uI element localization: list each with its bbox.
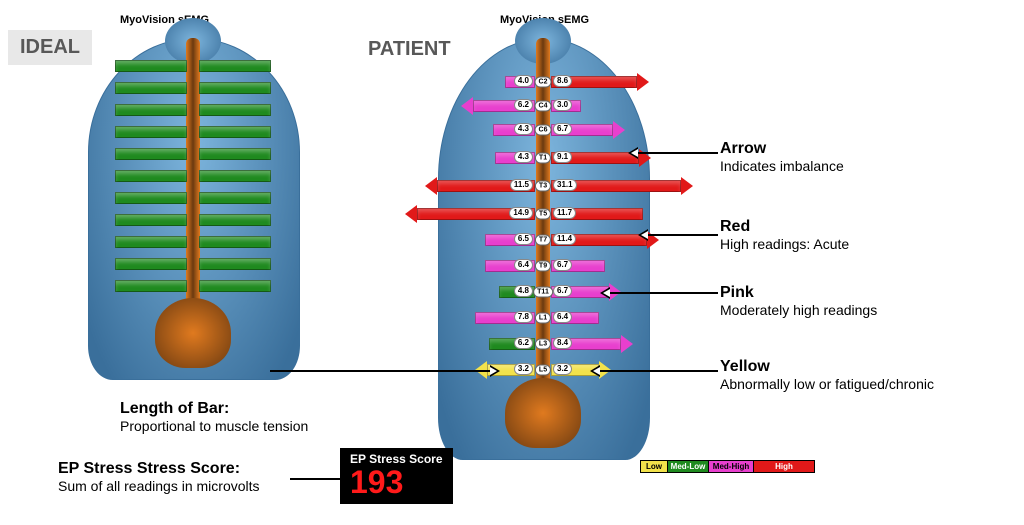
patient-bar: 8.6: [551, 76, 637, 88]
patient-bar: 4.3: [493, 124, 535, 136]
pointer-arrow: [290, 478, 340, 480]
ideal-bar: [199, 280, 271, 292]
callout: EP Stress Stress Score:Sum of all readin…: [58, 460, 260, 494]
ideal-bar: [199, 170, 271, 182]
ideal-bar: [115, 126, 187, 138]
ideal-bar: [115, 82, 187, 94]
callout: YellowAbnormally low or fatigued/chronic: [720, 358, 934, 392]
patient-bar: 4.8: [499, 286, 535, 298]
legend-cell: Med-High: [709, 461, 754, 472]
vertebra-label: C2: [535, 77, 552, 88]
callout: Length of Bar:Proportional to muscle ten…: [120, 400, 308, 434]
ideal-bar: [199, 192, 271, 204]
pointer-arrow: [600, 370, 718, 372]
vertebra-label: T9: [535, 261, 551, 272]
vertebra-label: T7: [535, 235, 551, 246]
ideal-bar: [115, 192, 187, 204]
patient-bar: 9.1: [551, 152, 639, 164]
semg-diagram: IDEAL PATIENT MyoVision sEMG MyoVision s…: [0, 0, 1024, 525]
callout: RedHigh readings: Acute: [720, 218, 849, 252]
patient-bar: 6.4: [485, 260, 535, 272]
vertebra-label: T3: [535, 181, 551, 192]
ideal-bar: [199, 148, 271, 160]
vertebra-label: C6: [535, 125, 552, 136]
patient-bar: 11.7: [551, 208, 643, 220]
color-legend: LowMed-LowMed-HighHigh: [640, 460, 815, 473]
ideal-bar: [115, 104, 187, 116]
patient-bar: 4.3: [495, 152, 535, 164]
legend-cell: High: [754, 461, 814, 472]
vertebra-label: T11: [533, 287, 553, 298]
vertebra-label: C4: [535, 101, 552, 112]
pointer-arrow: [610, 292, 718, 294]
patient-label: PATIENT: [356, 32, 463, 67]
ideal-bar: [115, 148, 187, 160]
patient-bar: 11.5: [437, 180, 535, 192]
patient-bar: 14.9: [417, 208, 535, 220]
vertebra-label: L5: [535, 365, 551, 376]
ideal-bar: [115, 258, 187, 270]
vertebra-label: L3: [535, 339, 551, 350]
ideal-bar: [115, 236, 187, 248]
ideal-bar: [115, 214, 187, 226]
pointer-arrow: [638, 152, 718, 154]
vertebra-label: T5: [535, 209, 551, 220]
patient-bar: 8.4: [551, 338, 621, 350]
ideal-bar: [199, 236, 271, 248]
ideal-bar: [199, 214, 271, 226]
patient-bar: 6.2: [473, 100, 535, 112]
vertebra-label: T1: [535, 153, 551, 164]
patient-bar: 6.4: [551, 312, 599, 324]
patient-bar: 6.7: [551, 124, 613, 136]
callout: ArrowIndicates imbalance: [720, 140, 844, 174]
ideal-bar: [115, 60, 187, 72]
callout: PinkModerately high readings: [720, 284, 877, 318]
patient-bar: 11.4: [551, 234, 647, 246]
ideal-label: IDEAL: [8, 30, 92, 65]
ideal-bar: [199, 258, 271, 270]
ep-score-box: EP Stress Score 193: [340, 448, 453, 504]
ideal-bar: [199, 82, 271, 94]
patient-bar: 6.5: [485, 234, 535, 246]
patient-bar: 3.0: [551, 100, 581, 112]
ep-score-value: 193: [350, 466, 443, 498]
patient-bar: 4.0: [505, 76, 535, 88]
patient-bar: 6.7: [551, 260, 605, 272]
patient-bar: 7.8: [475, 312, 535, 324]
patient-bar: 6.2: [489, 338, 535, 350]
pointer-arrow: [648, 234, 718, 236]
ideal-bar: [199, 126, 271, 138]
ideal-bar: [199, 104, 271, 116]
vertebra-label: L1: [535, 313, 551, 324]
ideal-bar: [115, 280, 187, 292]
patient-bar: 31.1: [551, 180, 681, 192]
legend-cell: Med-Low: [668, 461, 709, 472]
legend-cell: Low: [641, 461, 668, 472]
pointer-arrow: [270, 370, 490, 372]
ideal-bar: [115, 170, 187, 182]
ideal-bar: [199, 60, 271, 72]
